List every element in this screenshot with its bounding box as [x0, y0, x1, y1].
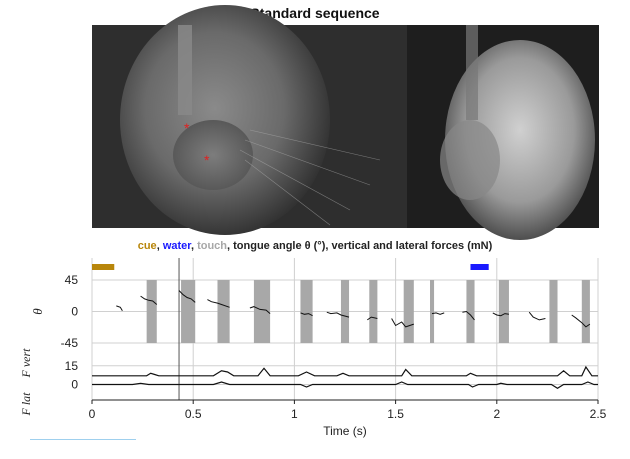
x-tick-label: 1 — [291, 407, 298, 421]
subtitle-separator: , — [190, 240, 198, 252]
video-frame-bottom-view: * * — [92, 5, 407, 235]
subtitle-cue: cue — [137, 240, 157, 252]
touch-bar — [253, 280, 271, 343]
y-tick-label: 45 — [65, 273, 79, 287]
vertical-force-trace — [92, 365, 598, 377]
tongue-angle-trace — [391, 318, 414, 328]
tongue-angle-trace — [571, 314, 591, 328]
x-tick-label: 1.5 — [387, 407, 404, 421]
x-axis-label: Time (s) — [323, 424, 367, 438]
subtitle-water: water — [162, 240, 191, 252]
tongue-angle-trace — [367, 316, 378, 321]
touch-bar — [369, 280, 378, 343]
svg-text:*: * — [184, 120, 190, 136]
touch-bar — [581, 280, 590, 343]
touch-bar — [217, 280, 230, 343]
touch-bar — [403, 280, 414, 343]
tongue-angle-trace — [116, 305, 123, 312]
cue-bar — [92, 264, 115, 270]
touch-bar — [340, 280, 350, 343]
tongue-angle-trace — [326, 311, 350, 318]
y-tick-label: -45 — [61, 336, 79, 350]
y-tick-label: 0 — [71, 305, 78, 319]
lateral-force-axis-label: F lat — [19, 392, 33, 417]
subtitle-separator: , — [156, 240, 163, 252]
tongue-angle-trace — [207, 299, 230, 308]
x-tick-label: 0 — [89, 407, 96, 421]
touch-bar — [549, 280, 558, 343]
subtitle-touch: touch — [197, 240, 228, 252]
touch-bar — [430, 280, 435, 343]
tongue-angle-trace — [178, 290, 196, 303]
y-tick-label: 15 — [65, 359, 79, 373]
tongue-angle-trace — [528, 311, 546, 321]
tongue-angle-trace — [249, 306, 271, 314]
touch-bar — [146, 280, 157, 343]
chart-subtitle: cue, water, touch, tongue angle θ (°), v… — [0, 240, 630, 252]
touch-bar — [181, 280, 196, 343]
tongue-angle-trace — [140, 295, 158, 305]
touch-bar — [498, 280, 509, 343]
chart-title: Standard sequence — [250, 5, 380, 21]
svg-text:*: * — [204, 152, 210, 168]
water-bar — [470, 264, 489, 270]
vertical-force-axis-label: F vert — [19, 348, 33, 379]
tongue-angle-trace — [300, 312, 313, 317]
touch-bar — [300, 280, 313, 343]
tongue-angle-trace — [492, 312, 509, 317]
tongue-angle-trace — [431, 312, 445, 315]
x-tick-label: 2 — [493, 407, 500, 421]
x-tick-label: 2.5 — [590, 407, 607, 421]
video-frame-side-view — [407, 25, 599, 240]
lateral-force-trace — [92, 381, 598, 390]
subtitle-description: , tongue angle θ (°), vertical and later… — [227, 240, 493, 252]
x-tick-label: 0.5 — [185, 407, 202, 421]
y-tick-label: 0 — [71, 378, 78, 392]
touch-bar — [466, 280, 475, 343]
angle-axis-label: θ — [30, 308, 45, 315]
underline-divider — [30, 439, 136, 440]
tongue-angle-trace — [462, 310, 475, 321]
